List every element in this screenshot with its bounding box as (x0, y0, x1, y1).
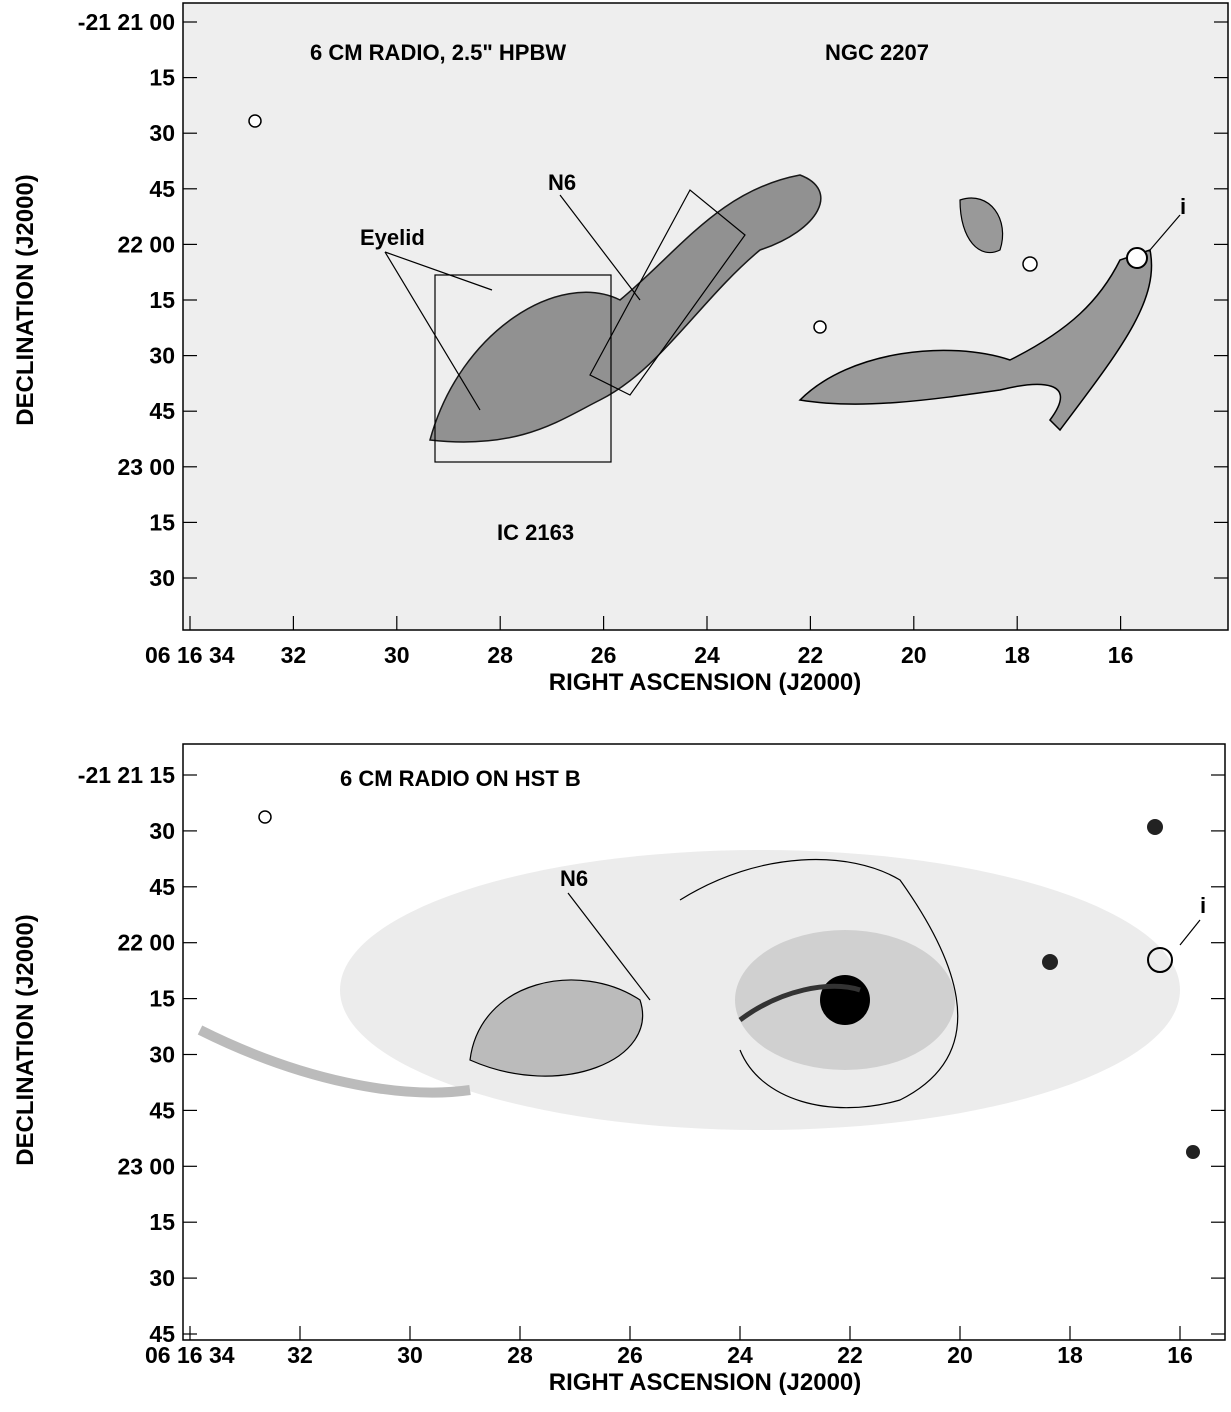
x-tick-label: 32 (287, 1342, 313, 1368)
panel-title: 6 CM RADIO, 2.5" HPBW (310, 40, 566, 65)
y-axis-label: DECLINATION (J2000) (12, 174, 39, 426)
companion-label: IC 2163 (497, 520, 574, 545)
x-tick-label: 06 16 34 (145, 642, 235, 668)
y-tick-label: 30 (149, 565, 175, 591)
y-tick-label: 30 (149, 120, 175, 146)
x-tick-label: 18 (1004, 642, 1030, 668)
y-tick-label: 15 (149, 65, 175, 91)
panel-frame (182, 2, 1229, 631)
radio-image (183, 3, 1228, 630)
x-tick-label: 30 (384, 642, 410, 668)
n6-label: N6 (560, 866, 588, 891)
y-tick-label: -21 21 00 (78, 9, 175, 35)
x-tick-label: 26 (617, 1342, 643, 1368)
y-tick-label: 22 00 (117, 231, 175, 257)
i-label: i (1200, 893, 1206, 918)
x-tick-label: 22 (837, 1342, 863, 1368)
y-tick-label: 45 (149, 1321, 175, 1347)
x-tick-label: 20 (901, 642, 927, 668)
y-tick-label: 30 (149, 1042, 175, 1068)
y-tick-label: 45 (149, 398, 175, 424)
y-tick-label: 45 (149, 1097, 175, 1123)
i-label: i (1180, 194, 1186, 219)
x-tick-label: 20 (947, 1342, 973, 1368)
y-tick-label: 22 00 (117, 930, 175, 956)
x-tick-label: 24 (694, 642, 720, 668)
x-tick-label: 16 (1108, 642, 1134, 668)
y-tick-label: 45 (149, 176, 175, 202)
panel-frame (182, 743, 1226, 1341)
x-tick-label: 28 (507, 1342, 533, 1368)
y-tick-label: 30 (149, 818, 175, 844)
x-tick-label: 28 (487, 642, 513, 668)
panel-title: 6 CM RADIO ON HST B (340, 766, 581, 791)
x-axis-label: RIGHT ASCENSION (J2000) (549, 1369, 862, 1396)
n6-label: N6 (548, 170, 576, 195)
y-tick-label: 15 (149, 1209, 175, 1235)
y-axis-label: DECLINATION (J2000) (12, 914, 39, 1166)
y-tick-label: 30 (149, 343, 175, 369)
x-tick-label: 16 (1167, 1342, 1193, 1368)
y-tick-label: 23 00 (117, 454, 175, 480)
y-tick-label: 45 (149, 874, 175, 900)
x-tick-label: 26 (591, 642, 617, 668)
eyelid-label: Eyelid (360, 225, 425, 250)
x-tick-label: 30 (397, 1342, 423, 1368)
x-tick-label: 06 16 34 (145, 1342, 235, 1368)
y-tick-label: 15 (149, 287, 175, 313)
y-tick-label: 15 (149, 986, 175, 1012)
y-tick-label: -21 21 15 (78, 762, 175, 788)
y-tick-label: 23 00 (117, 1153, 175, 1179)
x-axis-label: RIGHT ASCENSION (J2000) (549, 669, 862, 696)
object-label: NGC 2207 (825, 40, 929, 65)
y-tick-label: 15 (149, 509, 175, 535)
x-tick-label: 24 (727, 1342, 753, 1368)
x-tick-label: 32 (281, 642, 307, 668)
hst-image (197, 810, 1201, 1159)
y-tick-label: 30 (149, 1265, 175, 1291)
x-tick-label: 18 (1057, 1342, 1083, 1368)
x-tick-label: 22 (798, 642, 824, 668)
